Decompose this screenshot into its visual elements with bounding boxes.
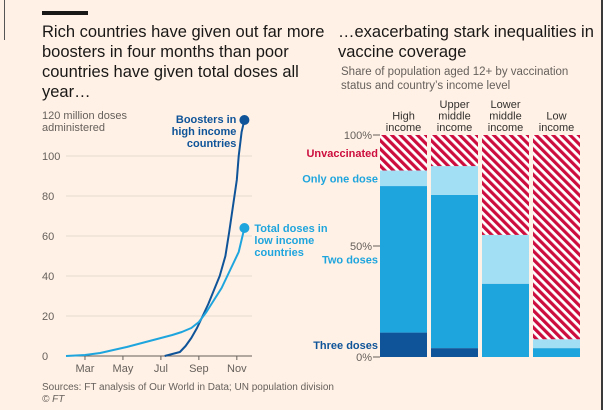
category-label: income: [488, 122, 523, 134]
header-rule: [42, 11, 88, 15]
y-tick-label: 100%: [344, 130, 372, 142]
total-doses-annotation: countries: [254, 247, 304, 259]
bar-segment: [482, 283, 529, 357]
y-tick-label: 0%: [356, 352, 372, 364]
category-label: income: [386, 122, 421, 134]
bar-segment: [380, 135, 427, 171]
category-label: middle: [438, 111, 470, 123]
bar-segment: [431, 135, 478, 167]
x-tick-label: Nov: [227, 363, 247, 375]
y-unit-label: 120 million doses: [42, 110, 127, 122]
source-text: Sources: FT analysis of Our World in Dat…: [42, 382, 334, 393]
bar-segment: [380, 170, 427, 187]
bar-segment: [431, 348, 478, 357]
right-edge-border: [601, 0, 603, 410]
bar-segment: [380, 186, 427, 333]
bar-segment: [533, 339, 580, 349]
boosters-annotation: countries: [187, 138, 237, 150]
x-tick-label: Jul: [154, 363, 168, 375]
bar-segment: [533, 348, 580, 357]
segment-label: Unvaccinated: [306, 148, 378, 160]
boosters-annotation: high income: [172, 126, 237, 138]
left-edge-border: [0, 0, 5, 40]
category-label: income: [437, 122, 472, 134]
category-label: High: [392, 111, 415, 123]
y-unit-label-2: administered: [42, 122, 105, 134]
headline-left: Rich countries have given out far more b…: [42, 23, 325, 101]
segment-label: Two doses: [322, 254, 378, 266]
category-label: Low: [546, 111, 566, 123]
bar-segment: [482, 135, 529, 235]
headline-right: …exacerbating stark inequalities in vacc…: [338, 23, 594, 61]
series-end-dot-2: [239, 223, 250, 233]
bar-segment: [533, 135, 580, 340]
total-doses-annotation: Total doses in: [254, 223, 327, 235]
stacked-bar-chart: 0%50%100%HighincomeUppermiddleincomeLowe…: [302, 99, 580, 364]
y-tick-label: 20: [42, 311, 54, 323]
copyright-text: © FT: [42, 394, 65, 405]
source-note: Sources: FT analysis of Our World in Dat…: [42, 382, 334, 406]
bar-segment: [380, 332, 427, 357]
x-tick-label: Sep: [189, 363, 209, 375]
y-tick-label: 40: [42, 271, 54, 283]
segment-label: Only one dose: [302, 173, 378, 185]
boosters-annotation: Boosters in: [176, 114, 237, 126]
y-tick-label: 80: [42, 191, 54, 203]
total-doses-annotation: low income: [254, 235, 314, 247]
category-label: middle: [489, 111, 521, 123]
segment-label: Three doses: [313, 340, 378, 352]
series-end-dot-1: [239, 115, 250, 125]
y-tick-label: 0: [42, 351, 48, 363]
x-tick-label: Mar: [76, 363, 95, 375]
subtitle-right: Share of population aged 12+ by vaccinat…: [341, 66, 569, 92]
series-line-1: [164, 119, 246, 357]
category-label: Lower: [491, 99, 521, 111]
series-line-2: [65, 227, 246, 357]
bar-segment: [431, 166, 478, 195]
category-label: income: [539, 122, 574, 134]
category-label: Upper: [440, 99, 470, 111]
x-tick-label: May: [113, 363, 134, 375]
y-tick-label: 50%: [350, 241, 372, 253]
bar-segment: [482, 234, 529, 284]
y-tick-label: 60: [42, 231, 54, 243]
y-tick-label: 100: [42, 151, 60, 163]
bar-segment: [431, 194, 478, 349]
